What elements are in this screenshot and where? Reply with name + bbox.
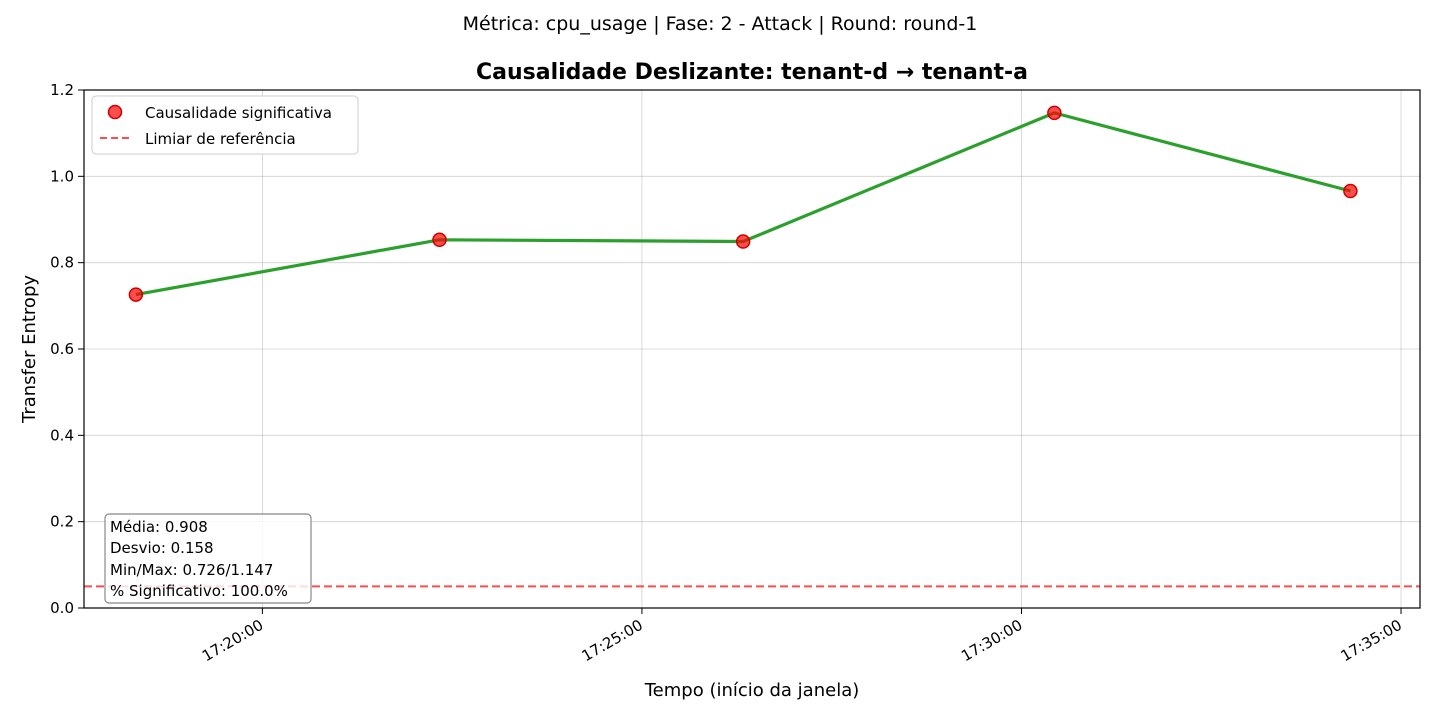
- data-point: [1047, 105, 1062, 121]
- stats-box: Média: 0.908 Desvio: 0.158 Min/Max: 0.72…: [104, 513, 312, 604]
- x-tick-label: 17:20:00: [199, 616, 266, 665]
- y-axis: 0.0 0.2 0.4 0.6 0.8 1.0 1.2: [50, 81, 84, 617]
- y-tick-label: 1.2: [50, 81, 74, 99]
- legend-box: [91, 95, 359, 155]
- x-tick-label: 17:25:00: [579, 616, 646, 665]
- data-point: [128, 287, 144, 302]
- data-point: [735, 234, 751, 249]
- y-tick-label: 0.2: [50, 513, 74, 531]
- x-axis-label: Tempo (início da janela): [644, 680, 860, 701]
- legend-label-significant: Causalidade significativa: [145, 104, 332, 122]
- legend: Causalidade significativa Limiar de refe…: [91, 95, 359, 155]
- stats-minmax: Min/Max: 0.726/1.147: [110, 561, 273, 579]
- y-tick-label: 1.0: [50, 167, 74, 185]
- x-axis: 17:20:00 17:25:00 17:30:00 17:35:00: [199, 608, 1405, 665]
- y-tick-label: 0.0: [50, 599, 74, 617]
- y-tick-label: 0.8: [50, 254, 74, 272]
- legend-marker-icon: [107, 104, 123, 120]
- stats-std: Desvio: 0.158: [110, 539, 214, 557]
- y-axis-label: Transfer Entropy: [19, 275, 40, 424]
- data-series: [128, 105, 1358, 302]
- data-point: [432, 232, 447, 248]
- stats-box-frame: [104, 513, 312, 604]
- y-tick-label: 0.4: [50, 426, 74, 444]
- suptitle: Métrica: cpu_usage | Fase: 2 - Attack | …: [463, 13, 978, 35]
- y-tick-label: 0.6: [50, 340, 74, 358]
- chart-title: Causalidade Deslizante: tenant-d → tenan…: [476, 60, 1028, 85]
- stats-mean: Média: 0.908: [110, 518, 208, 536]
- stats-significant: % Significativo: 100.0%: [110, 582, 288, 600]
- legend-label-threshold: Limiar de referência: [145, 130, 296, 148]
- x-tick-label: 17:30:00: [958, 616, 1025, 665]
- data-point: [1343, 183, 1358, 199]
- x-tick-label: 17:35:00: [1338, 616, 1405, 665]
